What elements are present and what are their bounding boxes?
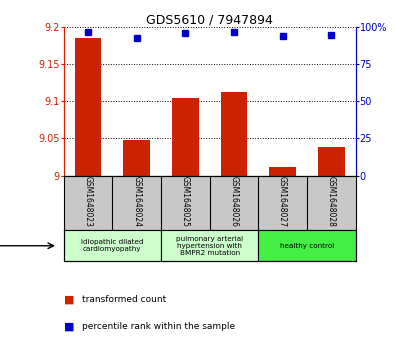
Bar [318, 147, 344, 175]
Text: percentile rank within the sample: percentile rank within the sample [82, 322, 236, 331]
Text: GSM1648023: GSM1648023 [83, 176, 92, 227]
Bar [75, 38, 102, 175]
Bar [172, 98, 199, 175]
Bar [221, 92, 247, 175]
Text: healthy control: healthy control [280, 243, 334, 249]
Bar [258, 230, 356, 261]
Title: GDS5610 / 7947894: GDS5610 / 7947894 [146, 13, 273, 26]
Text: transformed count: transformed count [82, 295, 166, 304]
Text: GSM1648028: GSM1648028 [327, 176, 336, 227]
Text: GSM1648024: GSM1648024 [132, 176, 141, 227]
Bar [161, 230, 258, 261]
Bar [64, 230, 161, 261]
Text: GSM1648027: GSM1648027 [278, 176, 287, 227]
Bar [269, 167, 296, 175]
Text: ■: ■ [64, 294, 74, 305]
Text: pulmonary arterial
hypertension with
BMPR2 mutation: pulmonary arterial hypertension with BMP… [176, 236, 243, 256]
Text: GSM1648026: GSM1648026 [229, 176, 238, 227]
Bar [123, 140, 150, 175]
Text: ■: ■ [64, 322, 74, 332]
Text: GSM1648025: GSM1648025 [181, 176, 190, 227]
Text: idiopathic dilated
cardiomyopathy: idiopathic dilated cardiomyopathy [81, 239, 144, 252]
